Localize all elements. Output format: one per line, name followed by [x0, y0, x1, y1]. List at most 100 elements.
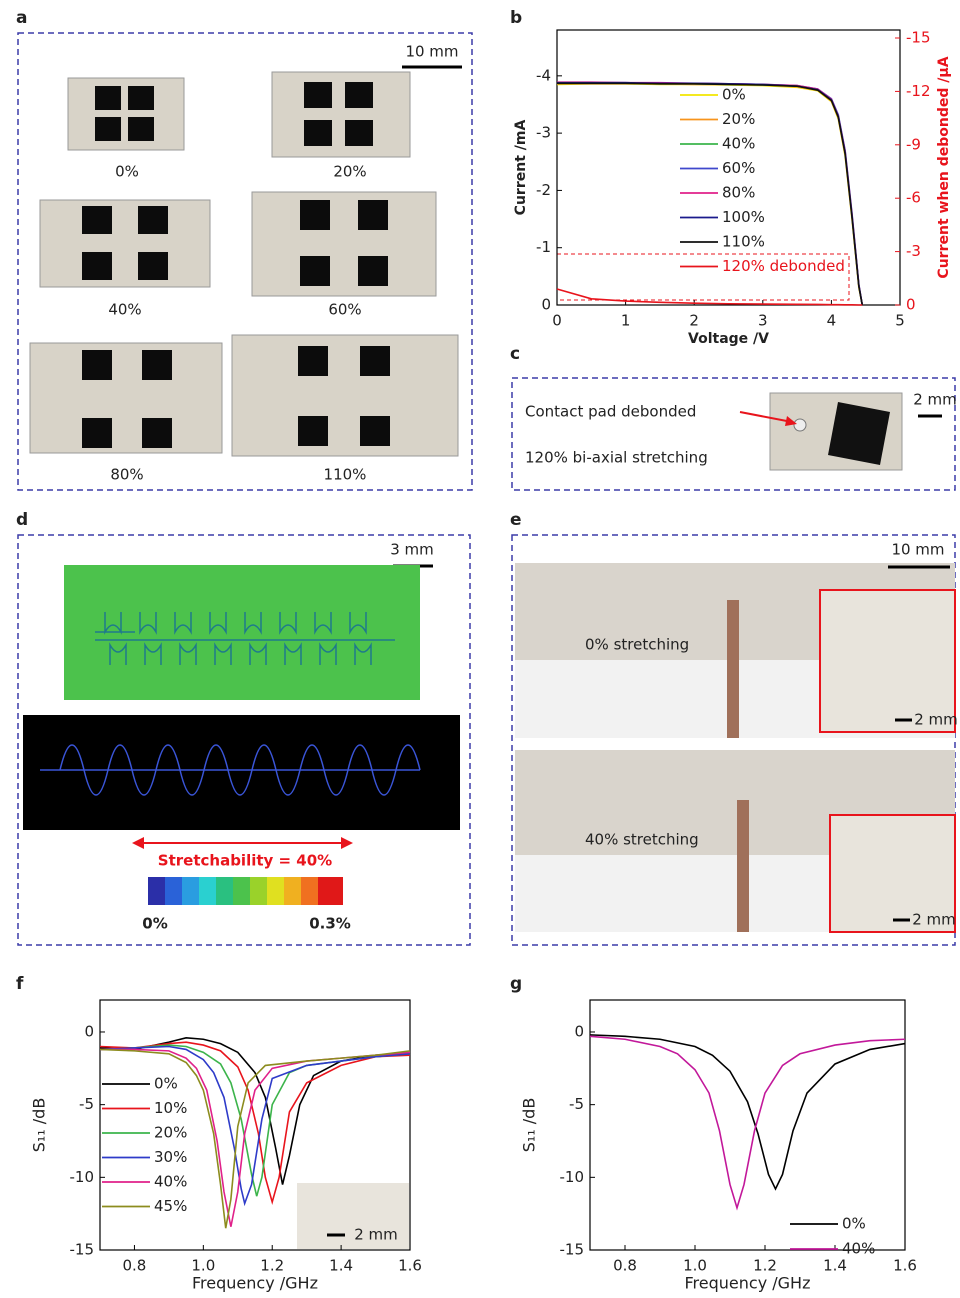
cell [95, 117, 121, 141]
meander [95, 612, 395, 665]
plot-frame [99, 999, 411, 1251]
cell [300, 256, 330, 286]
x-tick-label: 1.4 [823, 1257, 847, 1275]
arrow-head [132, 837, 144, 849]
panel-frame [511, 377, 956, 491]
legend-label: 45% [154, 1197, 187, 1215]
legend-label: 110% [722, 233, 765, 251]
series-line [589, 1034, 906, 1191]
panel-frame [17, 32, 473, 491]
cable [727, 600, 739, 738]
panel-label: a [16, 8, 27, 28]
series-line [557, 82, 864, 306]
photo [29, 342, 223, 454]
cell [128, 117, 154, 141]
color-step [199, 877, 216, 905]
cell [95, 86, 121, 110]
arrow-head [785, 416, 797, 426]
caption: 80% [110, 466, 143, 484]
legend-label: 120% debonded [722, 257, 845, 275]
y-tick-label: 0 [541, 296, 551, 314]
y-tick-label: -5 [569, 1095, 584, 1113]
y2-tick-label: -6 [906, 189, 921, 207]
series-line [556, 288, 863, 306]
cell [82, 252, 112, 280]
y2-tick-label: 0 [906, 296, 916, 314]
y2-tick-label: -3 [906, 242, 921, 260]
arrow-head [341, 837, 353, 849]
legend-label: 20% [154, 1124, 187, 1142]
photo [39, 199, 211, 288]
arrow [739, 411, 793, 423]
x-tick-label: 0.8 [123, 1257, 147, 1275]
legend-label: 0% [154, 1075, 178, 1093]
cell [304, 82, 332, 108]
cell [358, 200, 388, 230]
legend-label: 40% [842, 1240, 875, 1258]
x-tick-label: 1.2 [260, 1257, 284, 1275]
x-tick-label: 1.6 [893, 1257, 917, 1275]
x-tick-label: 1.2 [753, 1257, 777, 1275]
x-tick-label: 0.8 [613, 1257, 637, 1275]
scale-label: 2 mm [912, 911, 956, 929]
panel-label: d [16, 510, 28, 530]
photo [251, 191, 437, 297]
x-tick-label: 1.0 [683, 1257, 707, 1275]
x-axis-title: Frequency /GHz [192, 1274, 318, 1293]
inset [297, 1183, 409, 1249]
color-step [284, 877, 301, 905]
y2-tick-label: -9 [906, 135, 921, 153]
y-axis-title: S₁₁ /dB [30, 1098, 49, 1153]
stretchability: Stretchability = 40% [158, 852, 332, 870]
y-tick-label: -10 [70, 1168, 95, 1186]
plot-frame [589, 999, 906, 1251]
y-tick-label: -15 [560, 1241, 585, 1259]
colorbar-label: 0% [142, 915, 167, 933]
y-tick-label: -15 [70, 1241, 95, 1259]
cell [142, 418, 172, 448]
cell [360, 346, 390, 376]
color-step [301, 877, 318, 905]
photo [67, 77, 185, 151]
cell [300, 200, 330, 230]
y-tick-label: -4 [536, 66, 551, 84]
simulation-image [23, 715, 460, 830]
panel-frame [17, 534, 471, 946]
caption: 0% [115, 163, 139, 181]
x-tick-label: 1.4 [329, 1257, 353, 1275]
y-axis-title: S₁₁ /dB [520, 1098, 539, 1153]
annotation: Contact pad debonded [525, 403, 696, 421]
x-axis-title: Frequency /GHz [685, 1274, 811, 1293]
legend-label: 100% [722, 208, 765, 226]
cell [828, 402, 890, 465]
color-step [165, 877, 182, 905]
legend-label: 80% [722, 184, 755, 202]
caption: 110% [324, 466, 367, 484]
inset [829, 814, 956, 933]
x-tick-label: 1.6 [398, 1257, 422, 1275]
series-line [99, 1045, 411, 1207]
scale-label: 2 mm [913, 391, 957, 409]
y-tick-label: -3 [536, 124, 551, 142]
color-step [318, 877, 343, 905]
legend-label: 10% [154, 1099, 187, 1117]
y-axis-title: Current /mA [513, 120, 529, 216]
scale-label: 2 mm [354, 1226, 398, 1244]
cell [345, 82, 373, 108]
caption: 120% bi-axial stretching [525, 449, 708, 467]
series-line [99, 1041, 411, 1206]
cell [128, 86, 154, 110]
cell [345, 120, 373, 146]
panel-frame [511, 534, 956, 946]
cell [82, 350, 112, 380]
legend-label: 0% [722, 86, 746, 104]
legend-label: 60% [722, 159, 755, 177]
x-tick-label: 3 [758, 312, 768, 330]
x-tick-label: 1 [621, 312, 631, 330]
color-step [182, 877, 199, 905]
series-line [99, 1048, 411, 1229]
scale-label: 10 mm [891, 541, 944, 559]
y-tick-label: 0 [84, 1022, 94, 1040]
x-tick-label: 1.0 [191, 1257, 215, 1275]
